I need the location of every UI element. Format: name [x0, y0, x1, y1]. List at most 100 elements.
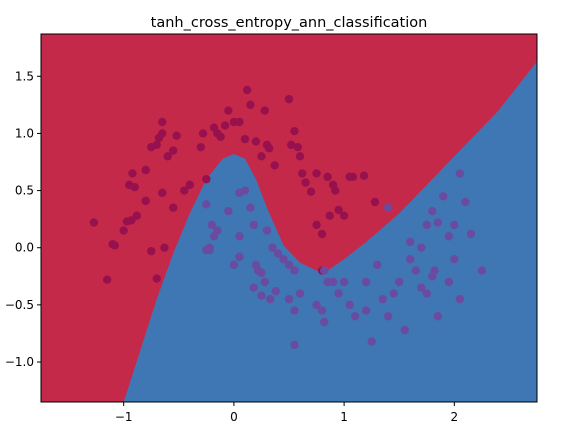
plot-area [41, 34, 537, 402]
data-point-class-1 [444, 277, 454, 287]
data-point-class-0 [163, 152, 172, 161]
y-axis: −1.0 −0.5 0.0 0.5 1.0 1.5 [5, 69, 41, 369]
data-point-class-1 [320, 266, 329, 275]
data-point-class-1 [290, 266, 299, 275]
data-point-class-1 [257, 268, 266, 278]
data-point-class-0 [370, 197, 380, 207]
data-point-class-1 [235, 232, 244, 241]
data-point-class-1 [406, 254, 415, 264]
data-point-class-0 [240, 134, 250, 144]
data-point-class-1 [433, 218, 442, 227]
y-tick-label: 1.5 [15, 69, 34, 83]
data-point-class-0 [202, 174, 211, 184]
y-tick-label: 0.5 [15, 184, 34, 198]
data-point-class-1 [205, 245, 214, 255]
data-point-class-1 [461, 197, 470, 207]
data-point-class-0 [301, 178, 310, 187]
data-point-class-1 [260, 277, 269, 287]
data-point-class-1 [312, 300, 321, 310]
data-point-class-0 [89, 218, 99, 227]
y-tick-label: 1.0 [15, 126, 34, 140]
data-point-class-1 [439, 192, 448, 201]
data-point-class-0 [180, 186, 189, 195]
data-point-class-1 [328, 277, 338, 287]
data-point-class-0 [284, 94, 294, 104]
data-point-class-1 [266, 294, 275, 304]
scatter-points [89, 85, 487, 350]
data-point-class-0 [108, 240, 117, 249]
data-point-class-0 [172, 131, 181, 140]
data-point-class-0 [325, 211, 334, 220]
data-point-class-0 [312, 220, 321, 230]
data-point-class-0 [317, 229, 327, 239]
data-point-class-1 [295, 289, 305, 298]
data-point-class-1 [395, 277, 404, 287]
data-point-class-0 [152, 274, 161, 283]
data-point-class-1 [400, 325, 409, 335]
data-point-class-1 [262, 226, 272, 235]
data-point-class-0 [306, 187, 316, 196]
data-point-class-0 [141, 165, 150, 175]
data-point-class-1 [284, 260, 294, 270]
data-point-class-0 [242, 85, 252, 95]
y-tick-label: −1.0 [5, 355, 34, 369]
data-point-class-0 [220, 121, 230, 130]
plot-frame [40, 33, 538, 403]
data-point-class-1 [417, 243, 426, 252]
data-point-class-0 [128, 169, 137, 178]
data-point-class-0 [270, 161, 279, 170]
data-point-class-0 [251, 137, 261, 146]
data-point-class-1 [433, 312, 442, 321]
data-point-class-1 [361, 306, 371, 315]
data-point-class-1 [345, 300, 354, 310]
data-point-class-0 [198, 129, 208, 138]
data-point-class-1 [422, 289, 431, 298]
data-point-class-0 [102, 275, 112, 284]
data-point-class-0 [235, 117, 244, 127]
data-point-class-0 [224, 106, 233, 115]
data-point-class-1 [246, 203, 255, 212]
x-tick-label: 2 [451, 410, 459, 424]
data-point-class-0 [132, 211, 142, 220]
data-point-class-1 [317, 306, 327, 315]
data-point-class-1 [406, 237, 415, 247]
data-point-class-1 [367, 337, 376, 346]
y-tick-label: 0.0 [15, 241, 34, 255]
data-point-class-0 [216, 132, 225, 142]
y-tick-label: −0.5 [5, 298, 34, 312]
data-point-class-0 [331, 186, 340, 195]
data-point-class-0 [158, 117, 167, 127]
data-point-class-1 [271, 286, 280, 296]
data-point-class-1 [268, 243, 277, 252]
data-point-class-0 [257, 152, 266, 161]
data-point-class-0 [334, 205, 343, 215]
data-point-class-1 [229, 260, 239, 270]
data-point-class-1 [235, 252, 244, 262]
data-point-class-0 [246, 100, 255, 110]
data-point-class-0 [152, 140, 161, 150]
data-point-class-0 [312, 169, 321, 178]
data-point-class-0 [339, 211, 349, 220]
data-point-class-0 [295, 152, 305, 161]
data-point-class-0 [348, 172, 358, 182]
data-point-class-1 [249, 283, 258, 292]
data-point-class-1 [207, 220, 217, 230]
data-point-class-1 [257, 291, 266, 300]
data-point-class-0 [264, 144, 274, 153]
data-point-class-0 [169, 146, 178, 155]
data-point-class-1 [284, 294, 294, 304]
data-point-class-1 [430, 266, 439, 275]
data-point-class-0 [298, 169, 307, 178]
data-point-class-1 [384, 312, 393, 321]
data-point-class-0 [147, 246, 156, 256]
data-point-class-1 [378, 294, 387, 304]
data-point-class-1 [240, 186, 250, 195]
data-point-class-1 [202, 200, 211, 209]
data-point-class-0 [293, 142, 303, 152]
data-point-class-1 [334, 289, 343, 298]
chart-title: tanh_cross_entropy_ann_classification [151, 15, 428, 31]
data-point-class-1 [290, 340, 299, 350]
data-point-class-0 [141, 196, 150, 206]
data-point-class-1 [466, 229, 476, 239]
